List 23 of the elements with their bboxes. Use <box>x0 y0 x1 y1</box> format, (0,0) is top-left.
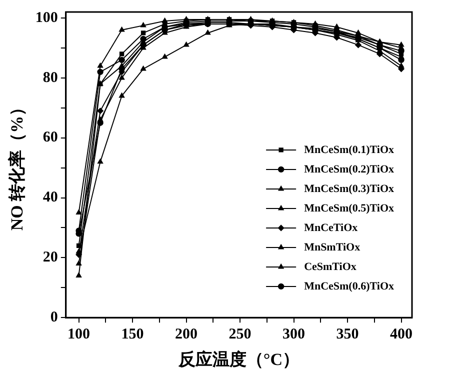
y-tick-label: 80 <box>42 70 58 86</box>
x-tick-label: 400 <box>390 326 412 342</box>
x-tick-label: 150 <box>121 326 144 342</box>
x-tick-label: 200 <box>175 326 198 342</box>
legend-label: MnCeSm(0.1)TiOx <box>304 144 394 156</box>
legend-label: MnCeSm(0.3)TiOx <box>304 182 394 195</box>
x-axis-title: 反应温度（°C） <box>177 350 300 370</box>
x-tick-label: 350 <box>336 326 359 342</box>
y-tick-label: 100 <box>35 10 58 26</box>
legend-label: MnCeSm(0.6)TiOx <box>304 280 394 292</box>
x-tick-label: 300 <box>282 326 306 342</box>
legend-label: CeSmTiOx <box>304 260 357 273</box>
y-axis-title: NO 转化率（%） <box>8 98 27 231</box>
legend-label: MnCeSm(0.2)TiOx <box>304 163 394 176</box>
legend-label: MnCeSm(0.5)TiOx <box>304 202 394 214</box>
legend-label: MnSmTiOx <box>304 241 361 254</box>
y-tick-label: 60 <box>42 130 58 146</box>
x-tick-label: 100 <box>68 326 90 342</box>
x-tick-label: 250 <box>228 326 252 342</box>
legend-label: MnCeTiOx <box>304 222 358 234</box>
y-tick-label: 40 <box>42 190 58 206</box>
y-tick-label: 0 <box>50 309 58 326</box>
y-tick-label: 20 <box>42 250 58 266</box>
